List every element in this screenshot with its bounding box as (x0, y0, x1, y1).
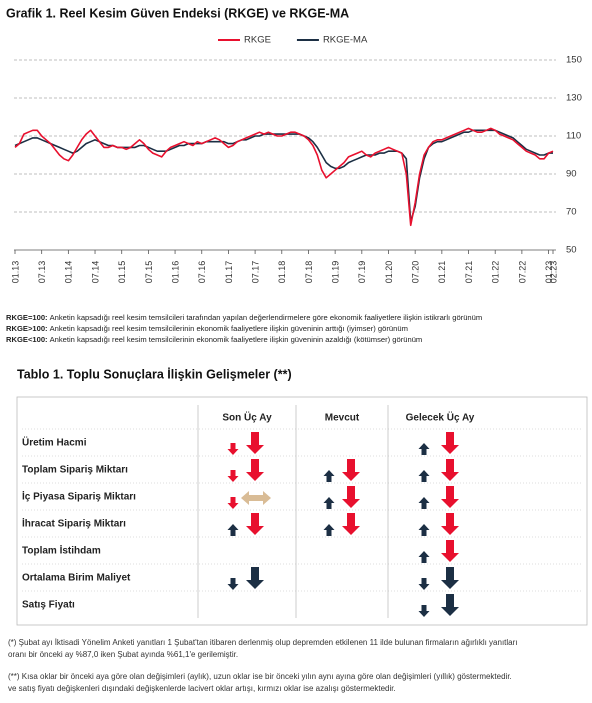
legend-label: RKGE (244, 35, 271, 46)
row-label: Satış Fiyatı (22, 600, 75, 611)
note-text: Anketin kapsadığı reel kesim temsilciler… (50, 335, 423, 344)
row-label: Toplam İstihdam (22, 544, 101, 557)
arrow (441, 432, 459, 454)
footnote: (*) Şubat ayı İktisadi Yönelim Anketi ya… (8, 638, 518, 647)
arrow (342, 513, 360, 535)
x-tick-label: 01.18 (277, 261, 287, 284)
footnote: (**) Kısa oklar bir önceki aya göre olan… (8, 672, 512, 681)
x-tick-label: 01.14 (64, 261, 74, 284)
note-term: RKGE=100: (6, 313, 48, 322)
arrow (342, 486, 360, 508)
arrow (418, 578, 430, 590)
y-tick-label: 110 (566, 131, 581, 142)
chart: 50 70 90 110 130 150 01.13 07.13 01.14 07.14 01.15… (10, 35, 581, 284)
arrow (441, 540, 459, 562)
arrow (227, 443, 239, 455)
x-tick-label: 01.23 (544, 261, 554, 284)
x-tick-label: 01.15 (117, 261, 127, 284)
arrow (418, 497, 430, 509)
y-tick-label: 90 (566, 169, 577, 180)
arrow (227, 470, 239, 482)
arrow (342, 459, 360, 481)
arrow (227, 497, 239, 509)
legend-label: RKGE-MA (323, 35, 368, 46)
chart-title: Grafik 1. Reel Kesim Güven Endeksi (RKGE… (6, 6, 349, 20)
row-label: Üretim Hacmi (22, 436, 87, 449)
column-header: Gelecek Üç Ay (406, 411, 475, 424)
arrow (246, 432, 264, 454)
arrow (418, 443, 430, 455)
x-tick-label: 07.18 (304, 261, 314, 284)
arrow (441, 459, 459, 481)
arrow (227, 524, 239, 536)
x-tick-label: 07.13 (37, 261, 47, 284)
x-tick-label: 07.15 (144, 261, 154, 284)
x-tick-label: 01.22 (491, 261, 501, 284)
arrows (227, 432, 459, 617)
series-line (14, 129, 553, 223)
arrow (418, 524, 430, 536)
arrow (418, 551, 430, 563)
x-tick-label: 01.13 (10, 261, 20, 284)
arrow (246, 513, 264, 535)
x-tick-label: 01.17 (224, 261, 234, 284)
x-tick-label: 01.21 (437, 261, 447, 284)
x-tick-label: 07.14 (90, 261, 100, 284)
note-term: RKGE<100: (6, 335, 48, 344)
x-tick-label: 07.19 (357, 261, 367, 284)
arrow (418, 470, 430, 482)
row-label: İç Piyasa Sipariş Miktarı (22, 490, 136, 503)
column-header: Mevcut (325, 413, 360, 424)
note-term: RKGE>100: (6, 324, 48, 333)
x-tick-label: 07.20 (411, 261, 421, 284)
x-tick-label: 01.16 (170, 261, 180, 284)
arrow (441, 567, 459, 589)
arrow (441, 486, 459, 508)
table-title: Tablo 1. Toplu Sonuçlara İlişkin Gelişme… (17, 366, 292, 381)
y-tick-label: 130 (566, 93, 582, 104)
x-tick-label: 07.22 (517, 261, 527, 284)
arrow (441, 513, 459, 535)
x-tick-label: 01.19 (331, 261, 341, 284)
note-text: Anketin kapsadığı reel kesim temsilciler… (50, 324, 408, 333)
series-line (14, 127, 554, 227)
footnote: oranı bir önceki ay %87,0 iken Şubat ayı… (8, 650, 238, 659)
arrow (418, 605, 430, 617)
note-text: Anketin kapsadığı reel kesim temsilciler… (50, 313, 483, 322)
column-header: Son Üç Ay (222, 411, 272, 424)
x-tick-label: 07.21 (464, 261, 474, 284)
x-tick-label: 07.17 (250, 261, 260, 284)
y-tick-label: 150 (566, 55, 582, 66)
row-label: Ortalama Birim Maliyet (22, 573, 131, 584)
row-label: Toplam Sipariş Miktarı (22, 465, 128, 476)
notes: RKGE=100: Anketin kapsadığı reel kesim te… (6, 313, 482, 344)
y-tick-label: 50 (566, 245, 577, 256)
arrow (246, 459, 264, 481)
table-border (16, 396, 588, 626)
arrow (241, 491, 271, 505)
arrow (323, 497, 335, 509)
arrow (227, 578, 239, 590)
arrow (323, 470, 335, 482)
y-tick-label: 70 (566, 207, 577, 218)
arrow (441, 594, 459, 616)
x-tick-label: 02.23 (548, 261, 558, 284)
footnote: ve satış fiyatı değişkenleri dışındaki d… (8, 684, 396, 693)
row-label: İhracat Sipariş Miktarı (22, 517, 126, 530)
table: Son Üç Ay Mevcut Gelecek Üç Ay Üretim Ha… (16, 396, 588, 626)
arrow (246, 567, 264, 589)
x-tick-label: 01.20 (384, 261, 394, 284)
arrow (323, 524, 335, 536)
x-tick-label: 07.16 (197, 261, 207, 284)
